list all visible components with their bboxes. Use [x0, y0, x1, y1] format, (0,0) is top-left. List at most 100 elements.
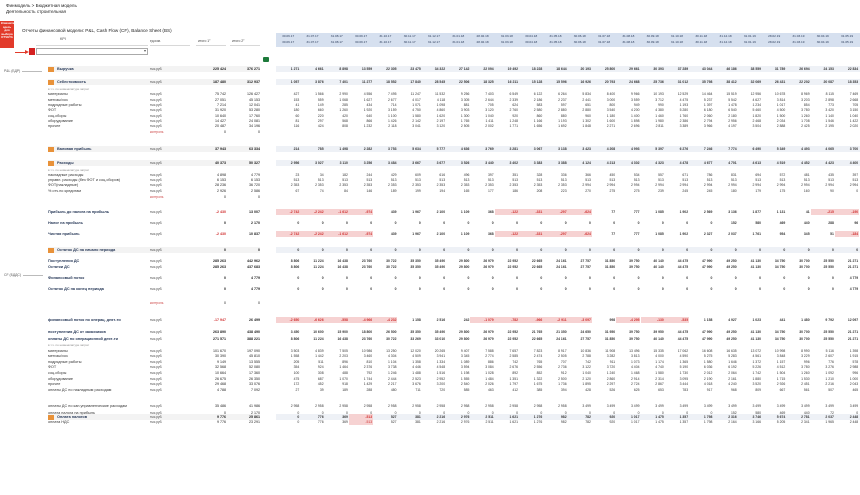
period-value-cell: 4 519: [776, 161, 786, 165]
period-value-cell: 366: [585, 173, 591, 177]
period-end-date: 31.07.17: [306, 34, 319, 38]
row-unit: тыс.руб.: [150, 161, 163, 165]
period-value-cell: 3 813: [630, 354, 640, 358]
period-value-cell: 30 722: [386, 259, 397, 263]
period-value-cell: -513: [348, 419, 374, 425]
total2-cell: 442 962: [247, 259, 260, 263]
period-value-cell: 1 621: [509, 415, 518, 419]
period-value-cell: 2 988: [849, 365, 859, 369]
table-row: прочее тыс.руб. 20 487 34 196 116 424 808 1 232…: [0, 123, 860, 129]
total2-cell: 33 076: [249, 382, 260, 386]
period-value-cell: 1 017: [776, 103, 786, 107]
row-unit: тыс.руб.: [150, 124, 163, 128]
period-value-cell: 3 966: [703, 124, 713, 128]
period-value-cell: 2 353: [460, 183, 470, 187]
period-value-cell: 3 120: [436, 124, 446, 128]
period-value-cell: 2 781: [801, 415, 810, 419]
period-value-cell: 4 065: [825, 147, 834, 151]
table-row: финансовый поток по операц. деят-ти тыс.р…: [0, 317, 860, 323]
period-value-cell: 3 150: [849, 108, 859, 112]
divider: [196, 45, 226, 46]
table-row: материалы тыс.руб. 75 742 126 427 427 1 566 2 …: [0, 91, 860, 97]
period-value-cell: 21 765: [531, 330, 543, 334]
period-value-cell: 5 834: [582, 92, 591, 96]
row-marker-icon: [48, 146, 54, 152]
period-value-cell: 397: [488, 173, 494, 177]
period-value-cell: 3 122: [582, 365, 591, 369]
period-value-cell: 2 585: [509, 354, 518, 358]
period-value-cell: 1 915: [849, 354, 859, 358]
period-value-cell: 2 064: [728, 371, 737, 375]
chevron-down-icon[interactable]: ▾: [143, 48, 146, 53]
row-unit: контроль: [150, 195, 164, 199]
period-value-cell: 2 958: [315, 404, 324, 408]
period-value-cell: 3 677: [436, 161, 446, 165]
row-label: Поступления ДС: [48, 259, 80, 263]
row-unit: тыс.руб.: [150, 330, 163, 334]
period-value-cell: 0: [686, 276, 689, 280]
period-value-cell: 2 203: [339, 354, 348, 358]
report-select[interactable]: ▾: [36, 48, 148, 55]
total2-cell: 2 170: [251, 411, 260, 415]
period-value-cell: 2 736: [558, 365, 567, 369]
period-value-cell: 0: [734, 287, 737, 291]
period-value-cell: 2 888: [776, 124, 786, 128]
period-value-cell: 1 761: [752, 232, 761, 236]
period-value-cell: 0: [297, 287, 300, 291]
period-value-cell: 2 898: [825, 98, 834, 102]
period-value-cell: 3 282: [606, 354, 616, 358]
period-value-cell: 0: [686, 221, 689, 225]
period-value-cell: 30 700: [799, 337, 810, 341]
period-value-cell: 328: [536, 173, 543, 177]
period-value-cell: 39 750: [629, 337, 640, 341]
period-value-cell: 912: [560, 371, 567, 375]
period-value-cell: 1 210: [825, 377, 834, 381]
period-value-cell: 2 353: [436, 183, 446, 187]
period-value-cell: 0: [564, 276, 567, 280]
period-end-date: 30.09.17: [355, 34, 368, 38]
period-value-cell: 2 994: [825, 183, 834, 187]
period-value-cell: 1 260: [801, 371, 810, 375]
period-value-cell: 513: [585, 178, 591, 182]
period-value-cell: 0: [856, 411, 859, 415]
period-value-cell: 2 043: [849, 382, 859, 386]
period-value-cell: 0: [564, 248, 567, 252]
period-value-cell: 47 990: [702, 337, 713, 341]
period-value-cell: 513: [293, 178, 300, 182]
period-value-cell: 880: [560, 114, 567, 118]
period-value-cell: 785: [317, 147, 324, 151]
period-value-cell: 239: [658, 189, 664, 193]
row-label: метизы/хоз: [48, 354, 68, 358]
period-value-cell: 49 250: [726, 337, 737, 341]
period-value-cell: 20 087: [823, 80, 834, 84]
period-value-cell: 0: [394, 411, 397, 415]
period-value-cell: 23: [295, 173, 300, 177]
period-value-cell: 31 950: [604, 330, 616, 334]
period-value-cell: 0: [443, 221, 446, 225]
row-label: % отч.по кредитам: [48, 189, 82, 193]
period-value-cell: 29 800: [459, 330, 470, 334]
table-row: подрядные работы тыс.руб. 9 149 13 555 205 51…: [0, 359, 860, 365]
period-value-cell: 34 750: [774, 330, 786, 334]
period-value-cell: 1 276: [533, 415, 543, 419]
select-report-button[interactable]: Кликните здесь для выбора ОТЧЕТА: [0, 21, 14, 48]
period-value-cell: 189: [342, 388, 348, 392]
total1-cell: 4 898: [217, 173, 226, 177]
period-value-cell: 31 850: [604, 337, 616, 341]
period-value-cell: 96: [854, 221, 859, 225]
period-value-cell: 245: [706, 189, 713, 193]
period-value-cell: 2 341: [801, 420, 810, 424]
period-value-cell: 420: [342, 114, 348, 118]
period-value-cell: 513: [536, 178, 543, 182]
table-row: оплаты ДС по накладным расходам тыс.руб. 4…: [0, 387, 860, 393]
period-value-cell: 1 334: [436, 360, 446, 364]
period-value-cell: 597: [560, 103, 567, 107]
spreadsheet-icon[interactable]: [263, 57, 269, 62]
period-value-cell: 2 994: [849, 183, 859, 187]
period-value-cell: 2 339: [509, 98, 518, 102]
period-value-cell: 30 722: [386, 265, 397, 269]
period-value-cell: 783: [682, 388, 689, 392]
period-value-cell: 20 793: [604, 80, 616, 84]
period-value-cell: 526: [609, 388, 616, 392]
period-value-cell: 11 224: [313, 265, 324, 269]
